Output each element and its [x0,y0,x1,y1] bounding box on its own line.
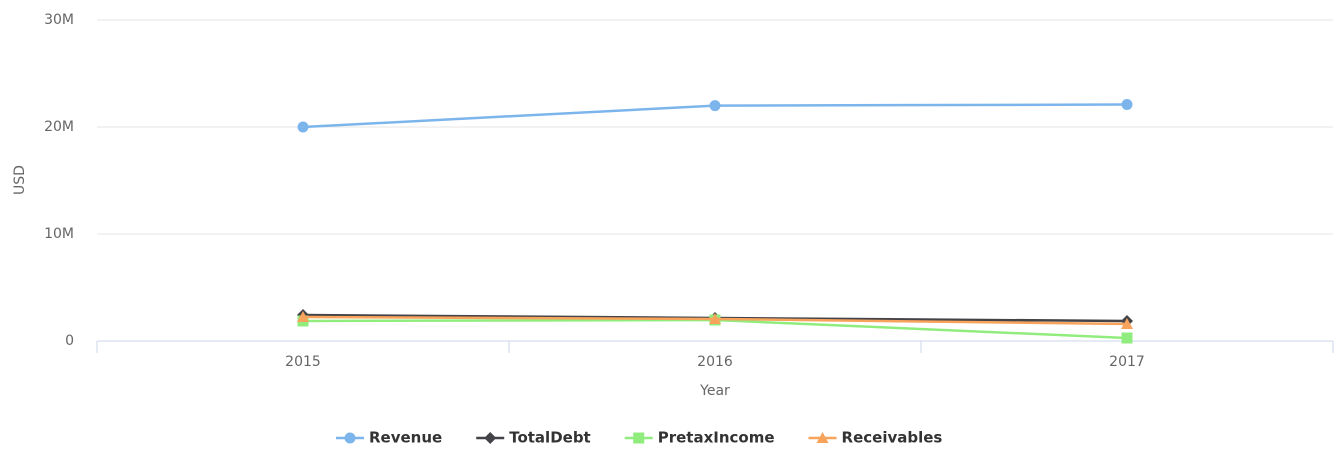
legend-marker [344,432,356,444]
x-tick-label: 2015 [285,354,321,370]
y-tick-label: 10M [44,226,74,242]
data-point [297,121,309,133]
x-axis-title: Year [699,383,730,399]
data-point [1121,317,1133,329]
legend-marker [816,432,829,443]
legend-label: PretaxIncome [658,429,775,447]
legend-label: Revenue [369,429,442,447]
data-point [709,100,721,112]
legend-label: Receivables [842,429,943,447]
data-point [297,311,309,323]
data-point [709,312,721,324]
legend-label: TotalDebt [509,429,591,447]
y-tick-label: 30M [44,12,74,28]
data-point [1121,99,1133,111]
y-tick-label: 0 [65,333,74,349]
y-axis-title: USD [12,165,28,195]
legend-marker [484,432,497,444]
data-point [1121,332,1133,344]
legend-marker [633,432,645,444]
x-tick-label: 2016 [697,354,733,370]
x-tick-label: 2017 [1109,354,1145,370]
y-tick-label: 20M [44,119,74,135]
